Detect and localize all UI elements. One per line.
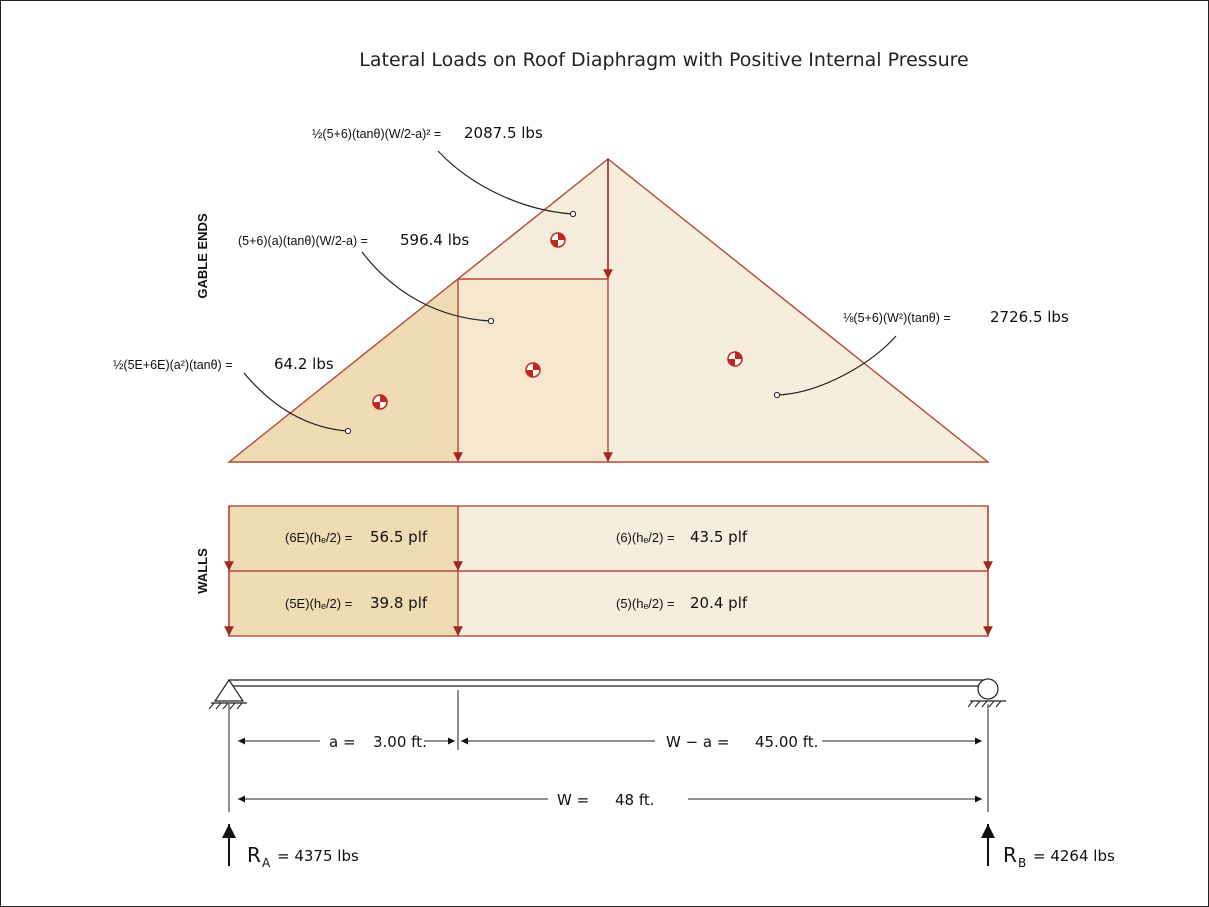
gable-load-end: ½(5E+6E)(a²)(tanθ) = 64.2 lbs — [113, 355, 334, 373]
dimension-a-value: 3.00 ft. — [373, 733, 427, 751]
gable-ends-label: GABLE ENDS — [195, 213, 210, 299]
load-value: 39.8 plf — [370, 594, 428, 612]
leader-line — [437, 150, 573, 215]
leader-dot — [487, 317, 495, 325]
wall-load-6: (6)(hₑ/2) = 43.5 plf — [616, 528, 748, 546]
reaction-b-subscript: B — [1018, 856, 1026, 870]
load-formula: (5)(hₑ/2) = — [616, 596, 675, 611]
dimension-wa-value: 45.00 ft. — [755, 733, 818, 751]
load-value: 20.4 plf — [690, 594, 748, 612]
dimension-w-value: 48 ft. — [615, 791, 655, 809]
load-value: 2726.5 lbs — [990, 308, 1069, 326]
dimension-wa-label: W − a = — [666, 733, 729, 751]
load-value: 596.4 lbs — [400, 231, 469, 249]
leader-dot — [773, 391, 781, 399]
gable-load-top: ½(5+6)(tanθ)(W/2-a)² = 2087.5 lbs — [312, 124, 543, 142]
diagram-title: Lateral Loads on Roof Diaphragm with Pos… — [359, 49, 968, 71]
load-formula: (6E)(hₑ/2) = — [285, 530, 352, 545]
centroid-icon — [372, 394, 388, 410]
dimension-w-label: W = — [557, 791, 589, 809]
load-value: 56.5 plf — [370, 528, 428, 546]
leader-dot — [344, 427, 352, 435]
wall-load-5: (5)(hₑ/2) = 20.4 plf — [616, 594, 748, 612]
centroid-icon — [550, 232, 566, 248]
leader-line — [361, 251, 491, 322]
walls-label: WALLS — [195, 548, 210, 594]
leader-line — [243, 372, 348, 432]
dimension-a-label: a = — [329, 733, 356, 751]
load-formula: ½(5+6)(tanθ)(W/2-a)² = — [312, 127, 441, 141]
load-formula: (6)(hₑ/2) = — [616, 530, 675, 545]
load-value: 43.5 plf — [690, 528, 748, 546]
wall-load-6e: (6E)(hₑ/2) = 56.5 plf — [285, 528, 428, 546]
centroid-icon — [727, 351, 743, 367]
load-formula: (5E)(hₑ/2) = — [285, 596, 352, 611]
load-value: 2087.5 lbs — [464, 124, 543, 142]
wall-load-5e: (5E)(hₑ/2) = 39.8 plf — [285, 594, 428, 612]
reaction-a-subscript: A — [262, 856, 271, 870]
load-formula: ⅛(5+6)(W²)(tanθ) = — [843, 311, 951, 325]
leader-line — [777, 335, 897, 396]
pin-support-icon — [208, 678, 247, 710]
load-formula: (5+6)(a)(tanθ)(W/2-a) = — [238, 234, 368, 248]
load-value: 64.2 lbs — [274, 355, 334, 373]
reaction-b-symbol: R — [1003, 843, 1017, 867]
reaction-a-value: = 4375 lbs — [277, 847, 359, 865]
reaction-b-value: = 4264 lbs — [1033, 847, 1115, 865]
centroid-icon — [525, 362, 541, 378]
gable-load-middle: (5+6)(a)(tanθ)(W/2-a) = 596.4 lbs — [238, 231, 469, 249]
gable-load-right: ⅛(5+6)(W²)(tanθ) = 2726.5 lbs — [843, 308, 1069, 326]
load-formula: ½(5E+6E)(a²)(tanθ) = — [113, 358, 233, 372]
leader-dot — [569, 210, 577, 218]
roller-support-icon — [967, 678, 1006, 708]
reaction-a-symbol: R — [247, 843, 261, 867]
